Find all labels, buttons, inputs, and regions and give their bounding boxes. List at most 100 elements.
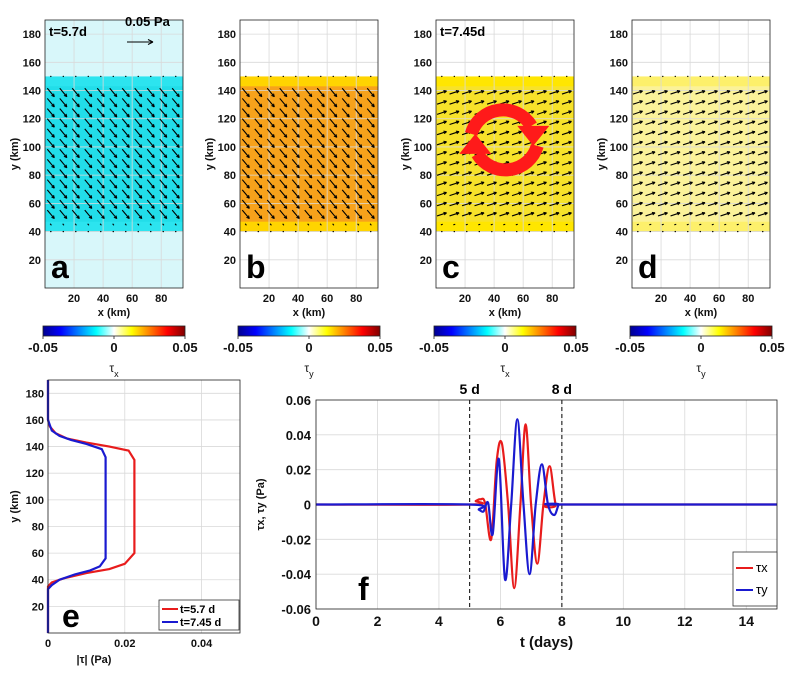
edge-dot: [357, 75, 359, 78]
stress-arrow: [96, 118, 105, 128]
arrow-head: [714, 161, 718, 165]
arrow-head: [296, 93, 300, 98]
stress-arrow: [499, 90, 510, 95]
stress-arrow: [549, 131, 560, 136]
stress-arrow: [159, 148, 168, 159]
colorbar: [237, 325, 381, 337]
stress-arrow: [146, 87, 155, 98]
arrow-head: [543, 110, 547, 114]
stress-arrow: [291, 169, 300, 179]
panel-a: 20 40 60 80 100 120 140 160 180 20 40 60 80 x (km) y (…: [9, 14, 198, 379]
edge-dot: [466, 230, 468, 233]
arrow-head: [468, 110, 472, 114]
stress-arrow: [241, 98, 250, 108]
stress-arrow: [524, 212, 535, 217]
arrow-head: [76, 123, 80, 128]
arrow-head: [308, 215, 313, 220]
stress-arrow: [291, 138, 300, 148]
arrow-head: [689, 191, 693, 196]
ytick-label: 120: [23, 114, 41, 126]
edge-dot: [762, 75, 764, 78]
panel-c: 20 40 60 80 100 120 140 160 180 20 40 60 80 x (km) y (…: [400, 19, 589, 379]
arrow-head: [639, 150, 643, 155]
arrow-head: [455, 161, 460, 165]
arrow-head: [518, 90, 522, 94]
stress-arrow: [528, 223, 531, 226]
arrow-head: [321, 215, 325, 220]
edge-dot: [320, 75, 322, 78]
arrow-head: [176, 164, 180, 169]
arrow-head: [51, 174, 55, 179]
stress-arrow: [329, 87, 338, 98]
stress-arrow: [134, 98, 143, 108]
arrow-head: [568, 201, 572, 206]
arrow-head: [88, 164, 93, 169]
stress-arrow: [244, 223, 247, 226]
arrow-head: [639, 100, 643, 104]
stress-arrow: [171, 169, 180, 179]
stress-arrow: [71, 108, 80, 118]
stress-arrow: [84, 159, 93, 169]
stress-arrow: [745, 202, 756, 207]
arrow-head: [568, 100, 572, 104]
arrow-head: [726, 161, 731, 165]
arrow-head: [88, 144, 93, 148]
arrow-head: [151, 103, 155, 108]
stress-arrow: [341, 108, 350, 118]
xlabel: x (km): [98, 307, 131, 319]
stress-arrow: [657, 202, 668, 207]
arrow-head: [333, 134, 338, 138]
edge-dot: [87, 230, 89, 233]
arrow-head: [333, 184, 338, 189]
arrow-head: [51, 154, 55, 159]
arrow-head: [664, 191, 668, 196]
arrow-head: [101, 123, 105, 128]
arrow-head: [76, 144, 80, 148]
stress-arrow: [316, 199, 325, 209]
arrow-head: [664, 110, 668, 114]
stress-arrow: [146, 138, 155, 148]
xtick-label: 14: [738, 613, 754, 629]
edge-dot: [491, 230, 493, 233]
arrow-head: [371, 215, 375, 220]
stress-arrow: [304, 128, 313, 138]
arrow-head: [151, 195, 155, 199]
stress-arrow: [254, 189, 263, 199]
stress-arrow: [316, 98, 325, 108]
arrow-head: [271, 103, 275, 108]
stress-arrow: [304, 87, 313, 98]
stress-arrow: [134, 138, 143, 148]
arrow-head: [76, 164, 80, 169]
stress-arrow: [645, 141, 656, 146]
arrow-head: [101, 164, 105, 169]
arrow-head: [101, 103, 105, 108]
arrow-head: [664, 150, 668, 155]
time-label: t=7.45d: [440, 24, 485, 39]
stress-arrow: [121, 159, 130, 169]
stress-arrow: [757, 100, 768, 105]
stress-arrow: [499, 131, 510, 136]
stress-arrow: [291, 179, 300, 189]
arrow-head: [113, 93, 118, 98]
stress-arrow: [329, 199, 338, 209]
arrow-head: [639, 161, 643, 165]
arrow-head: [101, 134, 105, 138]
ytick-label: 0.02: [286, 463, 311, 478]
arrow-head: [664, 90, 668, 94]
arrow-head: [138, 195, 143, 199]
stress-arrow: [71, 169, 80, 179]
arrow-head: [676, 90, 681, 94]
arrow-head: [455, 191, 460, 196]
arrow-head: [751, 181, 756, 185]
arrow-head: [76, 215, 80, 220]
arrow-head: [701, 130, 706, 135]
stress-arrow: [354, 148, 363, 159]
arrow-head: [246, 103, 250, 108]
edge-dot: [50, 230, 52, 233]
arrow-head: [321, 164, 325, 169]
arrow-head: [176, 195, 180, 199]
ytick-label: 40: [616, 227, 628, 239]
stress-arrow: [84, 118, 93, 128]
arrow-head: [505, 211, 510, 216]
arrow-head: [333, 164, 338, 169]
